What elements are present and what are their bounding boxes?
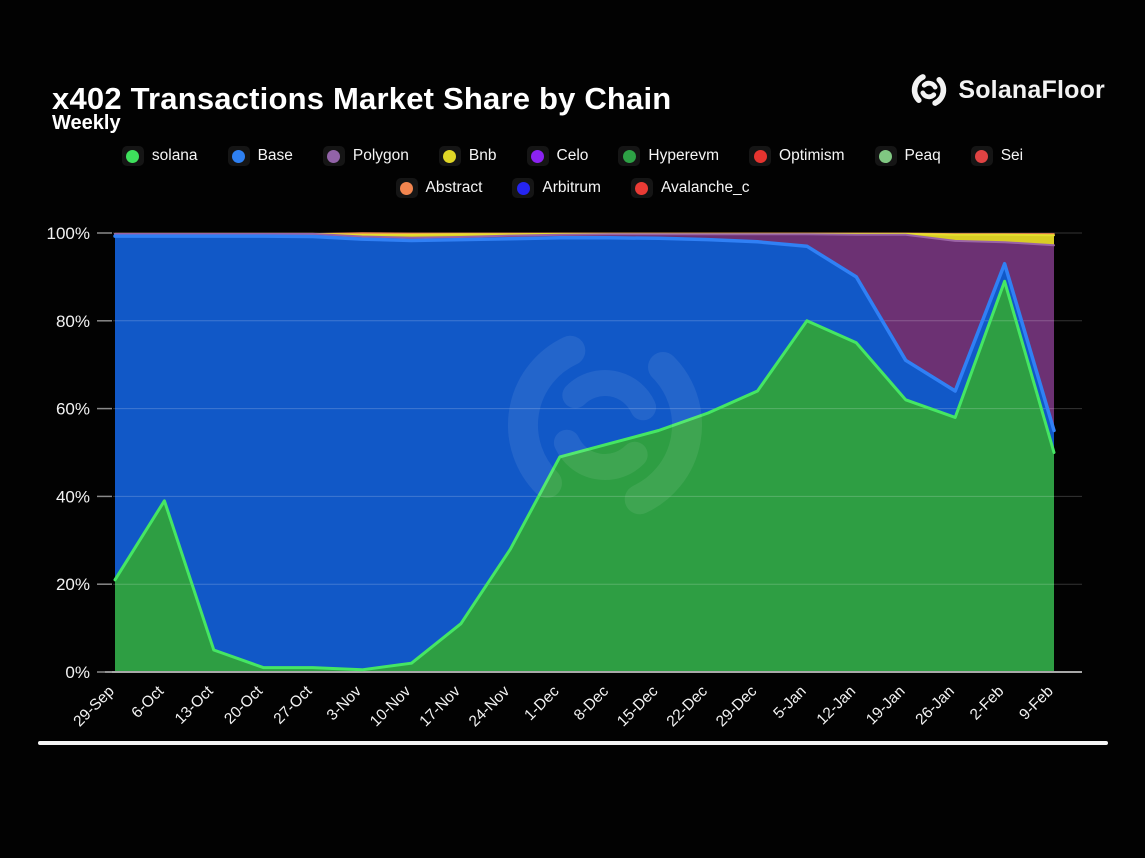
avalanche_c-legend-dot <box>630 178 653 198</box>
x-axis: 29-Sep 6-Oct 13-Oct 20-Oct 27-Oct 3-Nov 10-Nov… <box>70 682 1056 730</box>
legend-label: Hyperevm <box>648 147 720 164</box>
y-tick-label: 20% <box>56 575 90 594</box>
legend-label: Celo <box>556 147 589 164</box>
legend-item-arbitrum[interactable]: Arbitrum <box>512 178 601 198</box>
legend-item-optimism[interactable]: Optimism <box>749 146 845 166</box>
legend-label: Abstract <box>425 179 483 196</box>
line-polygon <box>114 232 1055 247</box>
hyperevm-legend-dot <box>618 146 641 166</box>
legend-label: Avalanche_c <box>660 179 750 196</box>
x-tick-label: 20-Oct <box>221 682 266 727</box>
legend-item-avalanche_c[interactable]: Avalanche_c <box>630 178 750 198</box>
legend-item-celo[interactable]: Celo <box>526 146 589 166</box>
y-tick-label: 80% <box>56 312 90 331</box>
x-tick-label: 22-Dec <box>664 683 712 731</box>
optimism-legend-dot <box>749 146 772 166</box>
legend-row-1: solana Base Polygon Bnb Celo Hyperevm Optimism… <box>121 146 1024 166</box>
x-tick-label: 10-Nov <box>367 683 415 731</box>
x-tick-label: 6-Oct <box>128 682 167 721</box>
footer-divider <box>38 741 1108 745</box>
brand-name: SolanaFloor <box>958 75 1105 104</box>
page-title: x402 Transactions Market Share by Chain <box>52 80 672 116</box>
legend-item-peaq[interactable]: Peaq <box>874 146 941 166</box>
x-tick-label: 9-Feb <box>1016 683 1057 724</box>
abstract-legend-dot <box>395 178 418 198</box>
x-tick-label: 29-Sep <box>70 683 117 730</box>
arbitrum-legend-dot <box>512 178 535 198</box>
solana-legend-dot <box>121 146 144 166</box>
x-tick-label: 2-Feb <box>967 683 1008 724</box>
y-tick-label: 40% <box>56 487 90 506</box>
y-axis: 0% 20% 40% 60% 80% 100% <box>47 224 112 682</box>
x-tick-label: 19-Jan <box>863 683 909 729</box>
plot-area <box>115 233 1054 672</box>
x-tick-label: 12-Jan <box>814 683 860 729</box>
legend-item-solana[interactable]: solana <box>121 146 198 166</box>
legend-item-polygon[interactable]: Polygon <box>322 146 409 166</box>
legend-row-2: Abstract Arbitrum Avalanche_c <box>395 178 750 198</box>
legend-label: Optimism <box>779 147 845 164</box>
legend-label: Arbitrum <box>542 179 601 196</box>
legend-item-base[interactable]: Base <box>227 146 293 166</box>
peaq-legend-dot <box>874 146 897 166</box>
y-tick-label: 60% <box>56 400 90 419</box>
line-solana <box>113 279 1056 672</box>
legend-item-hyperevm[interactable]: Hyperevm <box>618 146 719 166</box>
celo-legend-dot <box>526 146 549 166</box>
x-tick-label: 17-Nov <box>416 683 464 731</box>
brand-logo: SolanaFloor <box>909 70 1105 110</box>
x-tick-label: 5-Jan <box>770 683 809 722</box>
sei-legend-dot <box>970 146 993 166</box>
x-tick-label: 24-Nov <box>466 683 514 731</box>
solanafloor-spinner-icon <box>912 74 947 106</box>
bnb-legend-dot <box>438 146 461 166</box>
line-base <box>113 234 1056 433</box>
series-strokes <box>113 232 1056 672</box>
area-solana <box>115 281 1054 672</box>
x-tick-label: 1-Dec <box>521 683 562 724</box>
legend-label: Polygon <box>352 147 409 164</box>
legend-label: Sei <box>1000 147 1024 164</box>
x-tick-label: 15-Dec <box>614 683 662 731</box>
legend-item-bnb[interactable]: Bnb <box>438 146 497 166</box>
legend-item-abstract[interactable]: Abstract <box>395 178 483 198</box>
x-tick-label: 8-Dec <box>571 683 612 724</box>
x-tick-label: 26-Jan <box>912 683 958 729</box>
legend-label: Bnb <box>468 147 497 164</box>
chart-legend: solana Base Polygon Bnb Celo Hyperevm Optimism… <box>0 146 1145 198</box>
page-subtitle: Weekly <box>52 112 121 134</box>
base-legend-dot <box>227 146 250 166</box>
legend-item-sei[interactable]: Sei <box>970 146 1024 166</box>
polygon-legend-dot <box>322 146 345 166</box>
x-tick-label: 29-Dec <box>713 683 761 731</box>
legend-label: solana <box>151 147 198 164</box>
x-tick-label: 27-Oct <box>271 682 316 727</box>
y-tick-label: 0% <box>65 663 90 682</box>
watermark-logo <box>508 335 702 515</box>
x-tick-label: 3-Nov <box>324 683 365 724</box>
x-tick-label: 13-Oct <box>172 682 217 727</box>
legend-label: Peaq <box>904 147 941 164</box>
legend-label: Base <box>257 147 293 164</box>
y-tick-label: 100% <box>47 224 90 243</box>
